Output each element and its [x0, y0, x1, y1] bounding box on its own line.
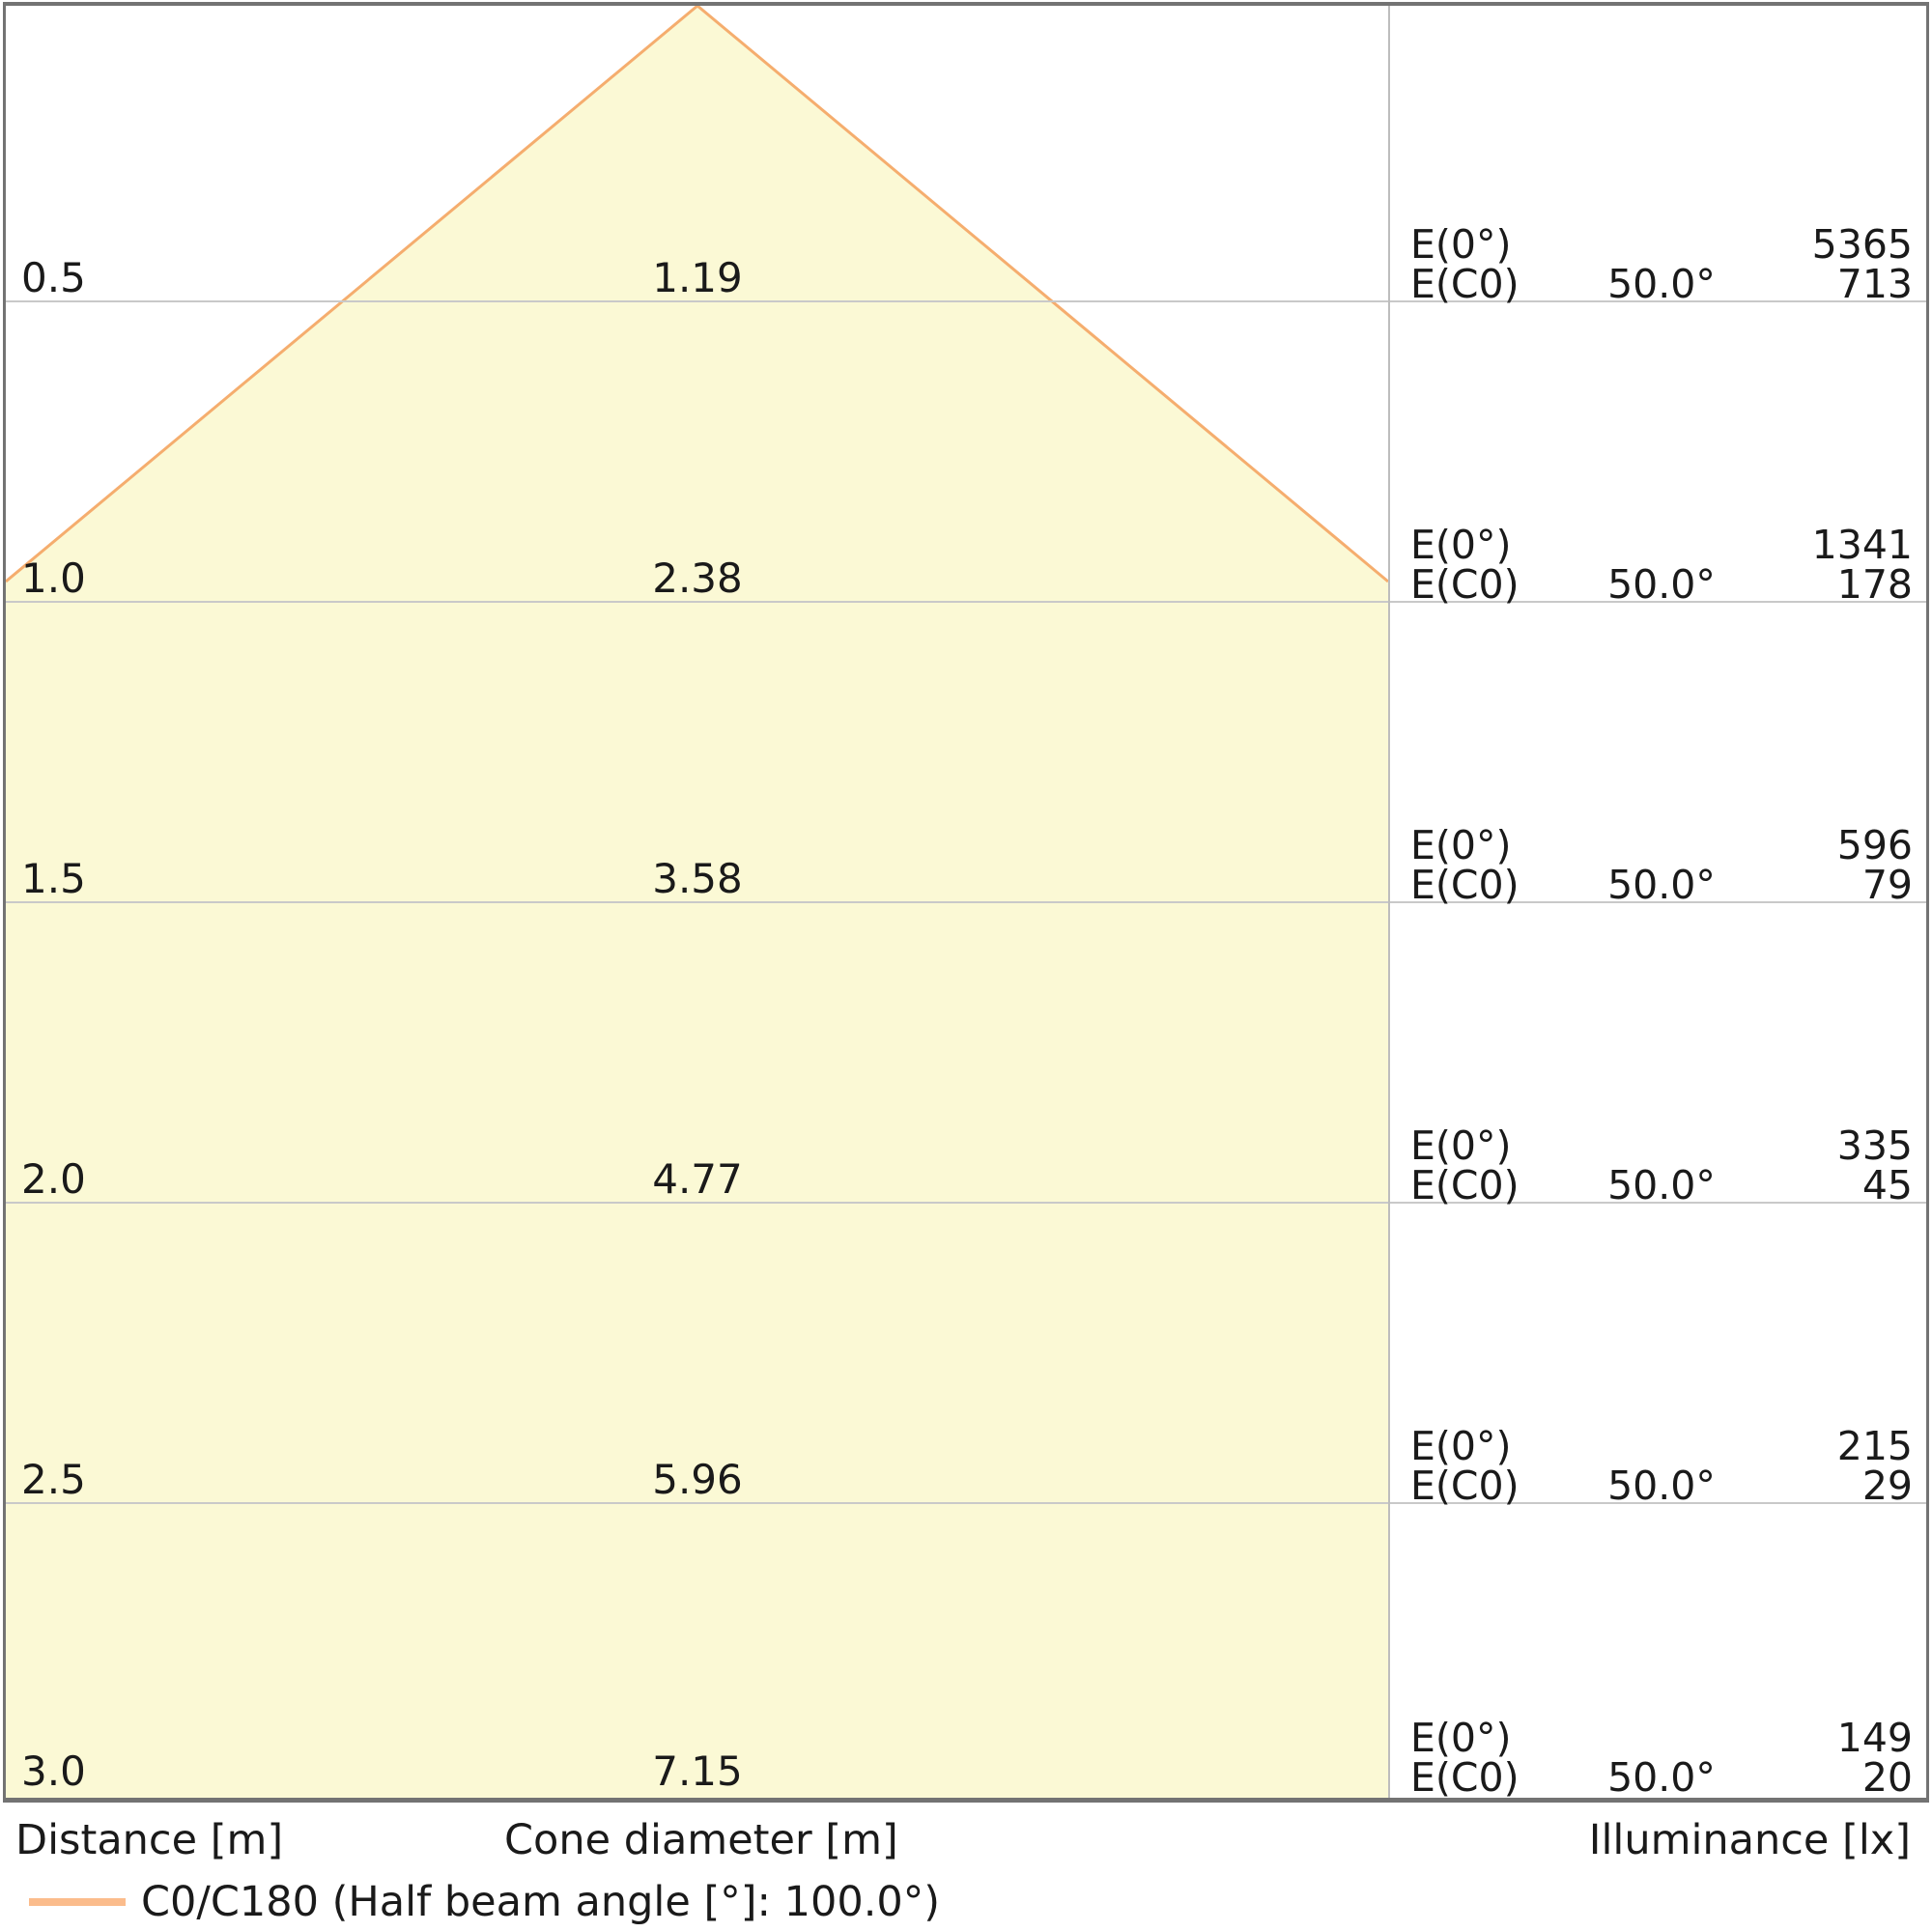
ec0-label: E(C0) — [1410, 261, 1520, 307]
grid-line-0.5m — [6, 300, 1926, 302]
cone-edge-left — [6, 6, 698, 583]
grid-line-2.0m — [6, 1202, 1926, 1204]
ec0-line: E(C0) 50.0° 713 — [1410, 265, 1913, 304]
ec0-angle: 50.0° — [1607, 1754, 1716, 1801]
grid-line-1.0m — [6, 601, 1926, 603]
e0-value: 335 — [1836, 1122, 1913, 1169]
e0-line: E(0°) 149 — [1410, 1719, 1913, 1758]
cone-diameter-label: 3.58 — [652, 855, 743, 902]
ec0-value: 178 — [1836, 561, 1913, 608]
cone-diameter-label: 4.77 — [652, 1155, 743, 1203]
e0-line: E(0°) 1341 — [1410, 526, 1913, 565]
illuminance-row: E(0°) 1341 E(C0) 50.0° 178 — [1410, 526, 1913, 605]
grid-line-2.5m — [6, 1502, 1926, 1504]
ec0-label: E(C0) — [1410, 862, 1520, 908]
distance-label: 1.0 — [21, 554, 86, 602]
grid-line-1.5m — [6, 901, 1926, 903]
ec0-line: E(C0) 50.0° 79 — [1410, 866, 1913, 905]
legend: C0/C180 (Half beam angle [°]: 100.0°) — [29, 1878, 940, 1926]
illuminance-row: E(0°) 215 E(C0) 50.0° 29 — [1410, 1427, 1913, 1506]
e0-value: 596 — [1836, 822, 1913, 868]
cone-diameter-label: 5.96 — [652, 1456, 743, 1503]
ec0-line: E(C0) 50.0° 45 — [1410, 1166, 1913, 1206]
ec0-angle: 50.0° — [1607, 862, 1716, 908]
legend-label: C0/C180 (Half beam angle [°]: 100.0°) — [141, 1878, 941, 1926]
ec0-line: E(C0) 50.0° 29 — [1410, 1466, 1913, 1506]
e0-value: 149 — [1836, 1715, 1913, 1761]
e0-line: E(0°) 5365 — [1410, 225, 1913, 265]
ec0-angle: 50.0° — [1607, 561, 1716, 608]
ec0-label: E(C0) — [1410, 1463, 1520, 1509]
e0-label: E(0°) — [1410, 221, 1512, 268]
ec0-label: E(C0) — [1410, 1754, 1520, 1801]
e0-label: E(0°) — [1410, 1715, 1512, 1761]
distance-label: 1.5 — [21, 855, 86, 902]
cone-diameter-label: 1.19 — [652, 254, 743, 301]
ec0-value: 20 — [1861, 1754, 1913, 1801]
chart-plot-area: 0.5 1.19 E(0°) 5365 E(C0) 50.0° 713 1.0 … — [3, 2, 1929, 1803]
illuminance-row: E(0°) 596 E(C0) 50.0° 79 — [1410, 826, 1913, 905]
distance-label: 3.0 — [21, 1747, 86, 1795]
e0-label: E(0°) — [1410, 1122, 1512, 1169]
e0-label: E(0°) — [1410, 1423, 1512, 1469]
illuminance-row: E(0°) 5365 E(C0) 50.0° 713 — [1410, 225, 1913, 304]
e0-line: E(0°) 335 — [1410, 1126, 1913, 1166]
distance-label: 2.0 — [21, 1155, 86, 1203]
x-axis-label-cone-diameter: Cone diameter [m] — [504, 1816, 898, 1864]
x-axis-label-distance: Distance [m] — [15, 1816, 284, 1864]
e0-line: E(0°) 215 — [1410, 1427, 1913, 1466]
panel-divider-line — [1388, 6, 1390, 1798]
illuminance-row: E(0°) 149 E(C0) 50.0° 20 — [1410, 1719, 1913, 1798]
x-axis-label-illuminance: Illuminance [lx] — [1588, 1816, 1911, 1864]
ec0-angle: 50.0° — [1607, 261, 1716, 307]
e0-value: 5365 — [1811, 221, 1913, 268]
ec0-value: 29 — [1861, 1463, 1913, 1509]
illuminance-row: E(0°) 335 E(C0) 50.0° 45 — [1410, 1126, 1913, 1206]
ec0-line: E(C0) 50.0° 20 — [1410, 1758, 1913, 1798]
cone-edge-right — [696, 6, 1389, 583]
ec0-label: E(C0) — [1410, 1162, 1520, 1208]
ec0-value: 713 — [1836, 261, 1913, 307]
ec0-label: E(C0) — [1410, 561, 1520, 608]
distance-label: 0.5 — [21, 254, 86, 301]
ec0-value: 79 — [1861, 862, 1913, 908]
ec0-line: E(C0) 50.0° 178 — [1410, 565, 1913, 605]
legend-line-sample — [29, 1898, 126, 1906]
cone-diameter-label: 7.15 — [652, 1747, 743, 1795]
e0-value: 1341 — [1811, 522, 1913, 568]
e0-line: E(0°) 596 — [1410, 826, 1913, 866]
e0-label: E(0°) — [1410, 522, 1512, 568]
ec0-angle: 50.0° — [1607, 1463, 1716, 1509]
ec0-value: 45 — [1861, 1162, 1913, 1208]
cone-diameter-label: 2.38 — [652, 554, 743, 602]
ec0-angle: 50.0° — [1607, 1162, 1716, 1208]
e0-label: E(0°) — [1410, 822, 1512, 868]
e0-value: 215 — [1836, 1423, 1913, 1469]
distance-label: 2.5 — [21, 1456, 86, 1503]
